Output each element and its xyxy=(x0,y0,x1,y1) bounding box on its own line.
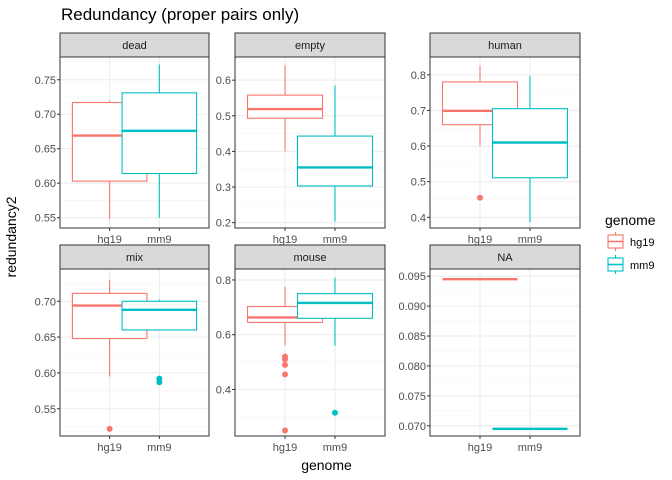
x-axis-label: genome xyxy=(301,457,352,473)
box-mm9 xyxy=(491,76,569,223)
box-mm9 xyxy=(121,64,198,218)
box-iqr xyxy=(246,94,324,119)
panel-border xyxy=(59,268,210,437)
facet-strip-label: mix xyxy=(126,252,144,264)
legend-item-label: mm9 xyxy=(630,260,654,272)
x-tick-label: mm9 xyxy=(147,234,171,246)
legend-item-label: hg19 xyxy=(630,237,654,249)
legend-item-hg19: hg19 xyxy=(606,232,654,251)
legend: genome hg19 mm9 xyxy=(605,212,656,274)
y-tick-label: 0.080 xyxy=(398,361,426,373)
facet-panels: dead 0.55 0.60 0.65 0.70 0.75 hg19 mm9 empty 0.2 0… xyxy=(35,32,581,454)
facet-mix: mix 0.55 0.60 0.65 0.70 hg19 mm9 xyxy=(35,244,210,454)
y-tick-label: 0.75 xyxy=(35,75,56,87)
y-tick-label: 0.70 xyxy=(35,109,56,121)
y-tick-label: 0.095 xyxy=(398,271,426,283)
y-tick-label: 0.70 xyxy=(35,296,56,308)
x-tick-label: hg19 xyxy=(468,234,492,246)
y-tick-label: 0.8 xyxy=(411,70,426,82)
y-tick-label: 0.7 xyxy=(411,105,426,117)
y-tick-label: 0.65 xyxy=(35,332,56,344)
facet-mouse: mouse 0.4 0.6 0.8 hg19 mm9 xyxy=(216,244,386,454)
x-tick-label: hg19 xyxy=(468,442,492,454)
x-tick-label: hg19 xyxy=(97,442,121,454)
x-tick-label: mm9 xyxy=(323,442,347,454)
box-mm9 xyxy=(296,277,374,416)
facet-dead: dead 0.55 0.60 0.65 0.70 0.75 hg19 mm9 xyxy=(35,32,210,246)
facet-strip xyxy=(429,32,581,58)
box-mm9 xyxy=(121,299,198,386)
panel-border xyxy=(429,56,581,229)
y-tick-label: 0.55 xyxy=(35,404,56,416)
outlier-point xyxy=(282,427,288,434)
facet-strip-label: human xyxy=(488,40,522,52)
facet-strip xyxy=(59,32,210,58)
facet-strip-label: NA xyxy=(497,252,513,264)
y-axis-label: redundancy2 xyxy=(3,196,19,277)
y-tick-label: 0.6 xyxy=(216,330,231,342)
panel-border xyxy=(234,268,386,437)
y-tick-label: 0.3 xyxy=(216,182,231,194)
x-tick-label: mm9 xyxy=(518,234,542,246)
y-tick-label: 0.60 xyxy=(35,178,56,190)
outlier-point xyxy=(332,409,338,416)
y-tick-label: 0.070 xyxy=(398,421,426,433)
box-iqr xyxy=(121,300,198,331)
y-tick-label: 0.60 xyxy=(35,368,56,380)
panel-border xyxy=(429,268,581,437)
x-tick-label: mm9 xyxy=(147,442,171,454)
y-tick-label: 0.6 xyxy=(411,141,426,153)
facet-human: human 0.4 0.5 0.6 0.7 0.8 hg19 mm9 xyxy=(411,32,581,246)
facet-strip-label: empty xyxy=(295,40,325,52)
y-tick-label: 0.65 xyxy=(35,144,56,156)
x-tick-label: mm9 xyxy=(323,234,347,246)
outlier-point xyxy=(282,353,288,360)
y-tick-label: 0.2 xyxy=(216,218,231,230)
panel-border xyxy=(234,56,386,229)
y-tick-label: 0.075 xyxy=(398,391,426,403)
facet-NA: NA 0.070 0.075 0.080 0.085 0.090 0.095 hg19 mm9 xyxy=(398,244,581,454)
box-iqr xyxy=(296,135,374,187)
x-tick-label: hg19 xyxy=(273,442,297,454)
outlier-point xyxy=(156,375,163,382)
chart-title: Redundancy (proper pairs only) xyxy=(61,5,299,24)
facet-strip xyxy=(234,244,386,270)
outlier-point xyxy=(477,194,483,201)
facet-strip-label: dead xyxy=(122,40,146,52)
outlier-point xyxy=(282,371,288,378)
facet-strip-label: mouse xyxy=(293,252,326,264)
y-tick-label: 0.4 xyxy=(216,384,231,396)
y-tick-label: 0.5 xyxy=(411,177,426,189)
y-tick-label: 0.4 xyxy=(411,212,426,224)
y-tick-label: 0.5 xyxy=(216,111,231,123)
y-tick-label: 0.4 xyxy=(216,146,231,158)
x-tick-label: mm9 xyxy=(518,442,542,454)
panel-background xyxy=(430,269,580,436)
x-tick-label: hg19 xyxy=(273,234,297,246)
y-tick-label: 0.090 xyxy=(398,301,426,313)
box-iqr xyxy=(121,92,198,175)
facet-strip xyxy=(234,32,386,58)
outlier-point xyxy=(106,425,113,432)
y-tick-label: 0.55 xyxy=(35,213,56,225)
facet-empty: empty 0.2 0.3 0.4 0.5 0.6 hg19 mm9 xyxy=(216,32,386,246)
y-tick-label: 0.8 xyxy=(216,275,231,287)
panel-border xyxy=(59,56,210,229)
facet-strip xyxy=(59,244,210,270)
box-iqr xyxy=(296,293,374,319)
box-mm9 xyxy=(296,85,374,222)
y-tick-label: 0.085 xyxy=(398,331,426,343)
x-tick-label: hg19 xyxy=(97,234,121,246)
facet-strip xyxy=(429,244,581,270)
legend-title: genome xyxy=(605,212,656,228)
outlier-point xyxy=(282,361,288,368)
y-tick-label: 0.6 xyxy=(216,75,231,87)
box-hg19 xyxy=(246,65,324,152)
legend-item-mm9: mm9 xyxy=(606,255,654,274)
